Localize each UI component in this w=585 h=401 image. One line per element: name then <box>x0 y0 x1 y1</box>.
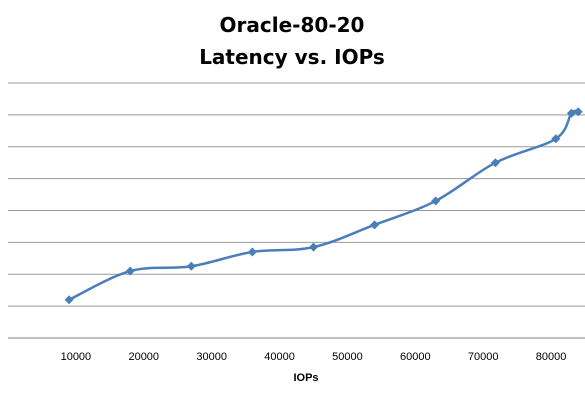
x-tick-label: 10000 <box>61 351 92 363</box>
x-tick-label: 20000 <box>128 351 159 363</box>
x-tick-label: 70000 <box>468 351 499 363</box>
x-tick-label: 40000 <box>264 351 295 363</box>
x-tick-label: 80000 <box>536 351 567 363</box>
data-point-marker <box>551 134 561 144</box>
x-tick-label: 60000 <box>400 351 431 363</box>
data-point-marker <box>308 242 318 252</box>
data-point-marker <box>566 108 576 118</box>
data-point-marker <box>490 158 500 168</box>
x-axis-label: IOPs <box>293 372 318 384</box>
data-point-marker <box>125 266 135 276</box>
data-point-marker <box>64 295 74 305</box>
data-point-marker <box>431 196 441 206</box>
chart-subtitle: Latency vs. IOPs <box>199 45 385 69</box>
x-tick-label: 30000 <box>196 351 227 363</box>
x-tick-label: 50000 <box>332 351 363 363</box>
series <box>64 107 583 305</box>
x-tick-labels: 10000 20000 30000 40000 50000 60000 70000 80000 <box>61 351 567 363</box>
data-point-marker <box>186 261 196 271</box>
data-point-marker <box>370 220 380 230</box>
grid-lines <box>8 82 585 339</box>
data-point-marker <box>573 107 583 117</box>
data-point-marker <box>247 247 257 257</box>
series-line <box>67 109 580 301</box>
chart-title: Oracle-80-20 <box>220 13 365 37</box>
